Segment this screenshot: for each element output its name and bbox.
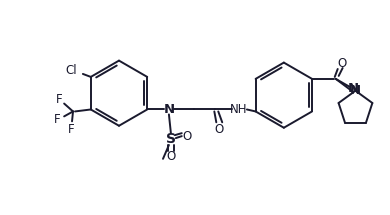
Text: O: O	[166, 150, 176, 163]
Text: NH: NH	[230, 103, 248, 116]
Text: N: N	[163, 103, 174, 116]
Text: F: F	[68, 123, 74, 136]
Text: F: F	[56, 93, 62, 106]
Text: O: O	[215, 123, 224, 136]
Text: O: O	[182, 130, 191, 143]
Text: N: N	[350, 84, 361, 97]
Text: F: F	[54, 113, 60, 126]
Text: Cl: Cl	[65, 64, 77, 77]
Text: N: N	[348, 82, 359, 95]
Text: S: S	[166, 132, 176, 146]
Text: O: O	[337, 57, 346, 70]
